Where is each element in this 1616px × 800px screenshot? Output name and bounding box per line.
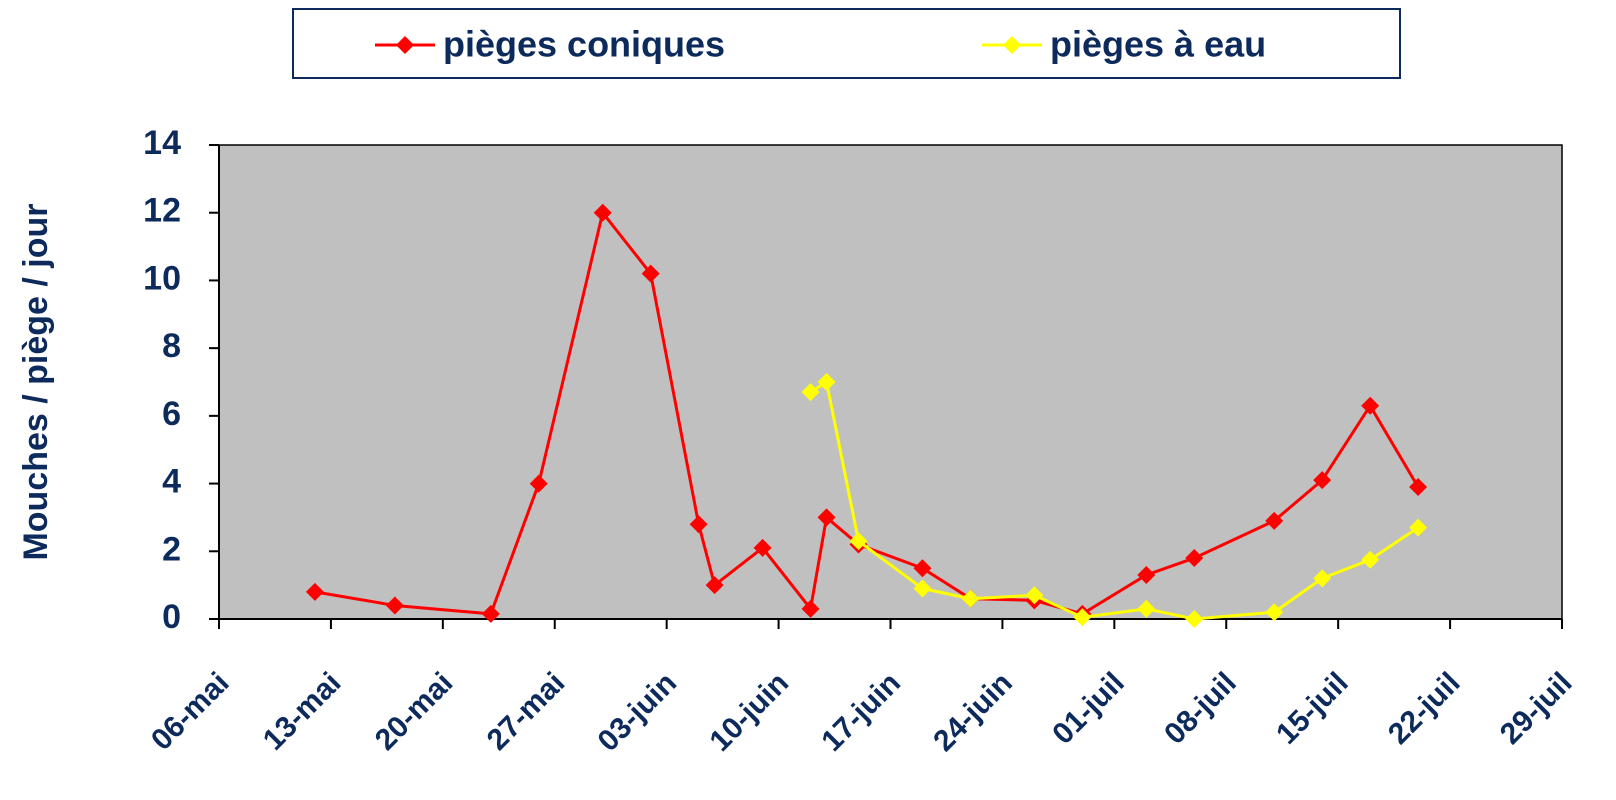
data-point — [1409, 477, 1428, 496]
data-point — [1313, 569, 1332, 588]
data-point — [1185, 549, 1204, 568]
x-tick-label: 08-juil — [1158, 666, 1243, 751]
data-point — [913, 579, 932, 598]
data-point — [1073, 608, 1092, 627]
data-point — [753, 538, 772, 557]
data-point — [801, 383, 820, 402]
data-point — [481, 604, 500, 623]
data-point — [593, 203, 612, 222]
x-tick-label: 03-juin — [592, 666, 684, 758]
x-tick-label: 29-juil — [1494, 666, 1579, 751]
data-point — [689, 515, 708, 534]
x-tick-label: 06-mai — [145, 666, 236, 757]
x-tick-label: 17-juin — [815, 666, 907, 758]
legend-marker — [396, 36, 414, 54]
data-point — [385, 596, 404, 615]
data-point — [1185, 610, 1204, 628]
y-tick-label: 0 — [162, 598, 181, 636]
data-point — [961, 589, 980, 608]
data-point — [1361, 550, 1380, 569]
data-point — [1265, 603, 1284, 622]
x-tick-label: 22-juil — [1382, 666, 1467, 751]
data-point — [1137, 565, 1156, 584]
series-line — [314, 209, 1420, 616]
data-point — [849, 532, 868, 551]
y-tick-label: 10 — [143, 259, 181, 297]
data-point — [705, 576, 724, 595]
data-point — [1313, 471, 1332, 490]
y-axis-label: Mouches / piège / jour — [17, 203, 55, 560]
plot-area — [218, 144, 1563, 620]
data-point — [305, 582, 324, 601]
legend-box — [292, 8, 1401, 79]
y-tick-label: 6 — [162, 395, 181, 433]
legend-label: pièges coniques — [443, 24, 725, 65]
y-tick-label: 8 — [162, 327, 181, 365]
data-point — [529, 474, 548, 493]
data-point — [1025, 586, 1044, 605]
data-point — [913, 559, 932, 578]
y-tick-label: 2 — [162, 530, 181, 568]
data-point — [817, 373, 836, 391]
y-tick-label: 4 — [162, 463, 181, 501]
x-tick-label: 13-mai — [257, 666, 348, 757]
data-point — [801, 599, 820, 618]
x-tick-label: 20-mai — [369, 666, 460, 757]
x-tick-label: 24-juin — [927, 666, 1019, 758]
data-point — [1137, 599, 1156, 618]
data-point — [641, 264, 660, 283]
y-tick-label: 12 — [143, 192, 181, 230]
data-point — [1409, 518, 1428, 537]
x-tick-label: 10-juin — [703, 666, 795, 758]
data-point — [817, 508, 836, 527]
data-point — [1265, 511, 1284, 530]
x-tick-label: 15-juil — [1270, 666, 1355, 751]
legend-label: pièges à eau — [1050, 24, 1266, 65]
x-tick-label: 01-juil — [1046, 666, 1131, 751]
y-tick-label: 14 — [143, 124, 181, 162]
legend-marker — [1003, 36, 1021, 54]
data-point — [1361, 396, 1380, 415]
x-tick-label: 27-mai — [481, 666, 572, 757]
